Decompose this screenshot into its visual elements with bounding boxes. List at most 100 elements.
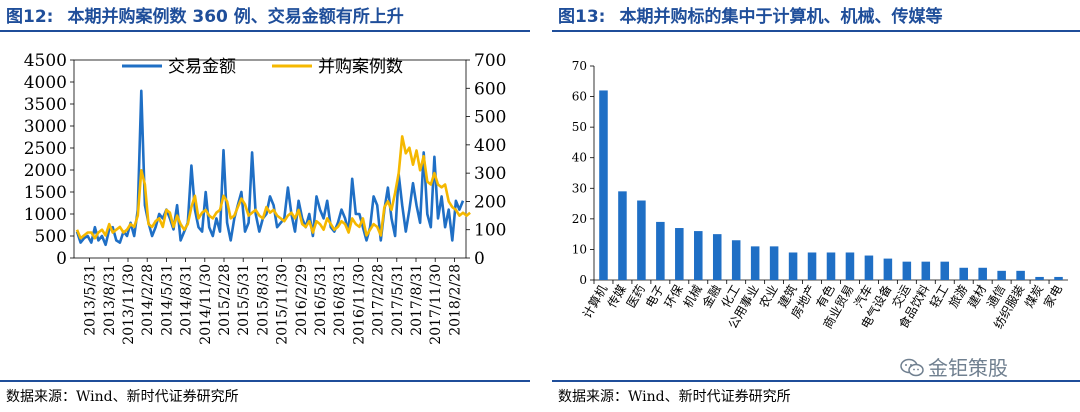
y-tick-label: 40 bbox=[572, 151, 587, 165]
bar-建材 bbox=[978, 267, 987, 280]
bar-商业贸易 bbox=[845, 252, 855, 280]
x-tick-label: 2018/2/28 bbox=[447, 264, 463, 336]
y-tick-label: 0 bbox=[579, 273, 587, 287]
right-y-tick-label: 300 bbox=[474, 164, 506, 184]
right-figure-panel: 图13: 本期并购标的集中于计算机、机械、传媒等 0 10 20 30 40 50 60 70 计… bbox=[552, 0, 1080, 412]
x-tick-label: 2016/5/31 bbox=[313, 264, 329, 336]
bar-公用事业 bbox=[750, 246, 760, 280]
right-title-rule bbox=[552, 30, 1080, 32]
right-y-tick-label: 500 bbox=[474, 108, 506, 128]
left-y-tick-label: 3500 bbox=[24, 95, 67, 115]
y-tick-label: 20 bbox=[572, 212, 587, 226]
bar-chart: 010203040506070计算机传媒医药电子环保机械金融化工公用事业农业建筑… bbox=[572, 59, 1068, 331]
category-label: 传媒 bbox=[604, 282, 629, 310]
bar-金融 bbox=[712, 234, 722, 280]
x-tick-label: 2017/2/28 bbox=[371, 264, 387, 336]
right-figure-title-text: 本期并购标的集中于计算机、机械、传媒等 bbox=[619, 7, 943, 27]
x-tick-label: 2015/2/28 bbox=[217, 264, 233, 336]
category-label: 医药 bbox=[624, 283, 648, 311]
left-y-tick-label: 2500 bbox=[24, 139, 67, 159]
left-y-tick-label: 3000 bbox=[24, 117, 67, 137]
x-tick-label: 2013/11/30 bbox=[121, 264, 137, 345]
plot-frame bbox=[73, 59, 467, 259]
category-label: 机械 bbox=[680, 282, 705, 310]
left-source-rule bbox=[0, 380, 530, 382]
category-label: 旅游 bbox=[946, 283, 970, 311]
bar-通信 bbox=[997, 270, 1006, 280]
bar-环保 bbox=[675, 228, 684, 280]
bar-轻工 bbox=[940, 261, 950, 280]
bar-汽车 bbox=[864, 255, 874, 280]
bar-建筑 bbox=[788, 252, 798, 280]
legend-label: 并购案例数 bbox=[318, 57, 403, 77]
left-figure-title-text: 本期并购案例数 360 例、交易金额有所上升 bbox=[67, 7, 404, 27]
line-chart: 0500100015002000250030003500400045000100… bbox=[24, 51, 507, 345]
category-label: 农业 bbox=[757, 283, 781, 311]
bar-房地产 bbox=[807, 252, 817, 280]
y-tick-label: 70 bbox=[572, 59, 587, 73]
x-tick-label: 2016/11/30 bbox=[351, 264, 367, 345]
bar-家电 bbox=[1054, 276, 1063, 280]
left-y-tick-label: 4500 bbox=[24, 51, 67, 71]
left-y-tick-label: 0 bbox=[56, 249, 67, 269]
y-tick-label: 50 bbox=[572, 120, 587, 134]
watermark: 金钜策股 bbox=[900, 352, 1008, 381]
bar-食品饮料 bbox=[921, 261, 931, 280]
left-title-rule bbox=[0, 30, 530, 32]
right-figure-title: 图13: 本期并购标的集中于计算机、机械、传媒等 bbox=[558, 2, 942, 27]
bar-化工 bbox=[731, 240, 741, 280]
bar-机械 bbox=[694, 231, 703, 280]
bar-煤炭 bbox=[1035, 276, 1044, 280]
left-y-tick-label: 1500 bbox=[24, 183, 67, 203]
bar-传媒 bbox=[618, 191, 627, 280]
category-label: 建材 bbox=[965, 283, 989, 311]
right-y-tick-label: 200 bbox=[474, 192, 506, 212]
category-label: 家电 bbox=[1040, 282, 1065, 310]
x-tick-label: 2016/8/31 bbox=[332, 264, 348, 336]
right-y-tick-label: 400 bbox=[474, 136, 506, 156]
category-label: 轻工 bbox=[927, 283, 951, 311]
bar-医药 bbox=[637, 200, 646, 280]
x-tick-label: 2013/8/31 bbox=[102, 264, 118, 336]
right-y-tick-label: 0 bbox=[474, 249, 485, 269]
x-tick-label: 2016/2/29 bbox=[294, 264, 310, 336]
category-label: 环保 bbox=[662, 283, 686, 311]
bar-电子 bbox=[656, 221, 665, 280]
series-line-count bbox=[75, 135, 471, 240]
right-figure-number: 图13: bbox=[558, 7, 606, 27]
left-figure-number: 图12: bbox=[6, 7, 54, 27]
x-tick-label: 2014/8/31 bbox=[179, 264, 195, 336]
right-source-note: 数据来源：Wind、新时代证券研究所 bbox=[558, 389, 791, 405]
wechat-icon bbox=[900, 358, 924, 377]
x-tick-label: 2014/2/28 bbox=[140, 264, 156, 336]
left-y-tick-label: 4000 bbox=[24, 73, 67, 93]
right-y-tick-label: 700 bbox=[474, 51, 506, 71]
bar-计算机 bbox=[599, 90, 608, 280]
x-tick-label: 2013/5/31 bbox=[83, 264, 99, 336]
x-tick-label: 2017/5/31 bbox=[390, 264, 406, 336]
right-y-tick-label: 100 bbox=[474, 221, 506, 241]
x-tick-label: 2015/11/30 bbox=[275, 264, 291, 345]
x-tick-label: 2015/8/31 bbox=[255, 264, 271, 336]
x-tick-label: 2014/11/30 bbox=[198, 264, 214, 345]
x-tick-label: 2017/11/30 bbox=[428, 264, 444, 345]
watermark-text: 金钜策股 bbox=[928, 356, 1008, 380]
bar-有色 bbox=[826, 252, 836, 280]
legend-label: 交易金额 bbox=[168, 57, 236, 77]
x-tick-label: 2014/5/31 bbox=[159, 264, 175, 336]
bar-交运 bbox=[902, 261, 912, 280]
left-y-tick-label: 2000 bbox=[24, 161, 67, 181]
category-label: 电子 bbox=[643, 283, 667, 311]
y-tick-label: 30 bbox=[572, 181, 587, 195]
category-label: 煤炭 bbox=[1022, 283, 1046, 311]
left-y-tick-label: 1000 bbox=[24, 205, 67, 225]
right-source-rule bbox=[552, 380, 1080, 382]
bar-农业 bbox=[769, 246, 779, 280]
left-y-tick-label: 500 bbox=[35, 227, 67, 247]
y-tick-label: 10 bbox=[572, 242, 587, 256]
x-tick-label: 2017/8/31 bbox=[409, 264, 425, 336]
y-tick-label: 60 bbox=[572, 90, 587, 104]
right-y-tick-label: 600 bbox=[474, 79, 506, 99]
left-source-note: 数据来源：Wind、新时代证券研究所 bbox=[6, 389, 239, 405]
bar-电气设备 bbox=[883, 258, 893, 280]
